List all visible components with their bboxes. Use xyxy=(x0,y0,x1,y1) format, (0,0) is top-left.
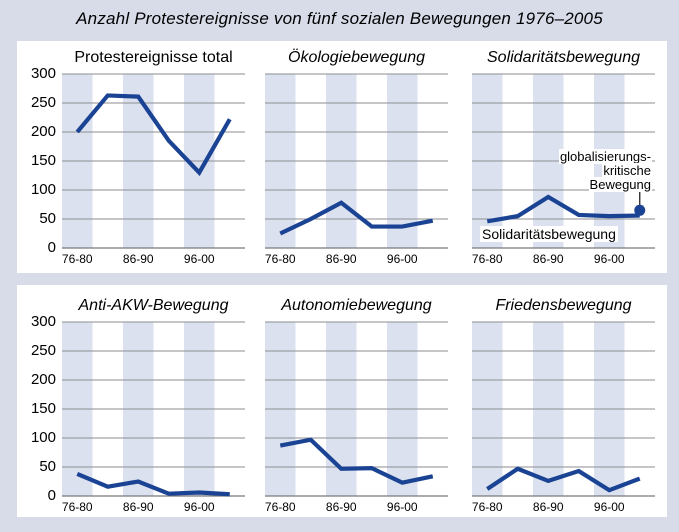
line-plot xyxy=(265,321,448,497)
y-tick-label: 300 xyxy=(30,313,56,330)
x-axis-labels: 76-80 86-90 96-00 xyxy=(265,252,448,267)
chart-title: Autonomiebewegung xyxy=(281,297,432,314)
x-tick-label: 86-90 xyxy=(122,252,154,266)
y-axis-labels: 300 250 200 150 100 50 0 xyxy=(11,66,56,256)
x-tick-label: 86-90 xyxy=(532,500,564,514)
callout-data-point xyxy=(634,204,646,216)
x-axis-labels: 76-80 86-90 96-00 xyxy=(62,252,245,267)
y-tick-label: 250 xyxy=(30,94,56,111)
callout-line-text: Bewegung xyxy=(588,177,652,192)
chart-autonomiebewegung: Autonomiebewegung 76-80 86-90 96-00 xyxy=(265,297,448,514)
data-line xyxy=(279,437,434,485)
callout-line-text: kritische xyxy=(602,163,652,178)
x-tick-label: 76-80 xyxy=(471,500,503,514)
x-axis-labels: 76-80 86-90 96-00 xyxy=(62,500,245,515)
callout-line-text: globalisierungs- xyxy=(558,149,652,164)
data-line xyxy=(486,194,640,224)
x-axis-labels: 76-80 86-90 96-00 xyxy=(472,500,655,515)
x-tick-label: 76-80 xyxy=(264,252,296,266)
series-label-text: Solidaritätsbewegung xyxy=(480,226,618,242)
y-tick-label: 250 xyxy=(30,342,56,359)
y-tick-label: 0 xyxy=(47,239,56,256)
x-tick-label: 96-00 xyxy=(183,500,215,514)
chart-friedensbewegung: Friedensbewegung 76-80 86-90 96-00 xyxy=(472,297,655,514)
page-title: Anzahl Protestereignisse von fünf sozial… xyxy=(76,9,603,28)
line-plot xyxy=(62,321,245,497)
x-axis-labels: 76-80 86-90 96-00 xyxy=(472,252,655,267)
x-tick-label: 96-00 xyxy=(593,500,625,514)
x-tick-label: 76-80 xyxy=(471,252,503,266)
y-tick-label: 300 xyxy=(30,65,56,82)
x-tick-label: 76-80 xyxy=(264,500,296,514)
chart-title: Ökologiebewegung xyxy=(288,49,425,66)
x-tick-label: 86-90 xyxy=(325,252,357,266)
x-tick-label: 96-00 xyxy=(593,252,625,266)
y-axis-labels: 300 250 200 150 100 50 0 xyxy=(11,314,56,504)
x-tick-label: 96-00 xyxy=(386,500,418,514)
series-label-solidaritaetsbewegung: Solidaritätsbewegung xyxy=(480,226,618,242)
x-axis-labels: 76-80 86-90 96-00 xyxy=(265,500,448,515)
line-plot xyxy=(472,73,655,249)
y-tick-label: 100 xyxy=(30,429,56,446)
line-plot xyxy=(265,73,448,249)
data-line xyxy=(279,200,434,236)
x-tick-label: 86-90 xyxy=(122,500,154,514)
data-line xyxy=(75,93,232,177)
data-line xyxy=(76,472,230,497)
chart-title: Protestereignisse total xyxy=(74,49,233,66)
x-tick-label: 96-00 xyxy=(183,252,215,266)
y-tick-label: 0 xyxy=(47,487,56,504)
chart-title: Solidaritätsbewegung xyxy=(487,49,640,66)
y-tick-label: 200 xyxy=(30,371,56,388)
chart-title: Friedensbewegung xyxy=(495,297,632,314)
x-tick-label: 76-80 xyxy=(61,500,93,514)
x-tick-label: 76-80 xyxy=(61,252,93,266)
x-tick-label: 96-00 xyxy=(386,252,418,266)
y-tick-label: 50 xyxy=(39,458,56,475)
chart-protestereignisse-total: Protestereignisse total 300 250 200 150 100 5… xyxy=(31,49,245,266)
line-plot xyxy=(62,73,245,249)
x-tick-label: 86-90 xyxy=(532,252,564,266)
y-tick-label: 50 xyxy=(39,210,56,227)
chart-solidaritaetsbewegung: Solidaritätsbewegung 76-80 86-90 96-00 glo… xyxy=(472,49,655,266)
chart-oekologiebewegung: Ökologiebewegung 76-80 86-90 96-00 xyxy=(265,49,448,266)
chart-anti-akw-bewegung: Anti-AKW-Bewegung 300 250 200 150 100 50 0 76-… xyxy=(31,297,245,514)
y-tick-label: 150 xyxy=(30,152,56,169)
data-line xyxy=(486,466,641,493)
callout-globalisierungskritische-bewegung: globalisierungs- kritische Bewegung xyxy=(558,149,652,192)
y-tick-label: 150 xyxy=(30,400,56,417)
y-tick-label: 100 xyxy=(30,181,56,198)
line-plot xyxy=(472,321,655,497)
y-tick-label: 200 xyxy=(30,123,56,140)
chart-title: Anti-AKW-Bewegung xyxy=(78,297,229,314)
x-tick-label: 86-90 xyxy=(325,500,357,514)
